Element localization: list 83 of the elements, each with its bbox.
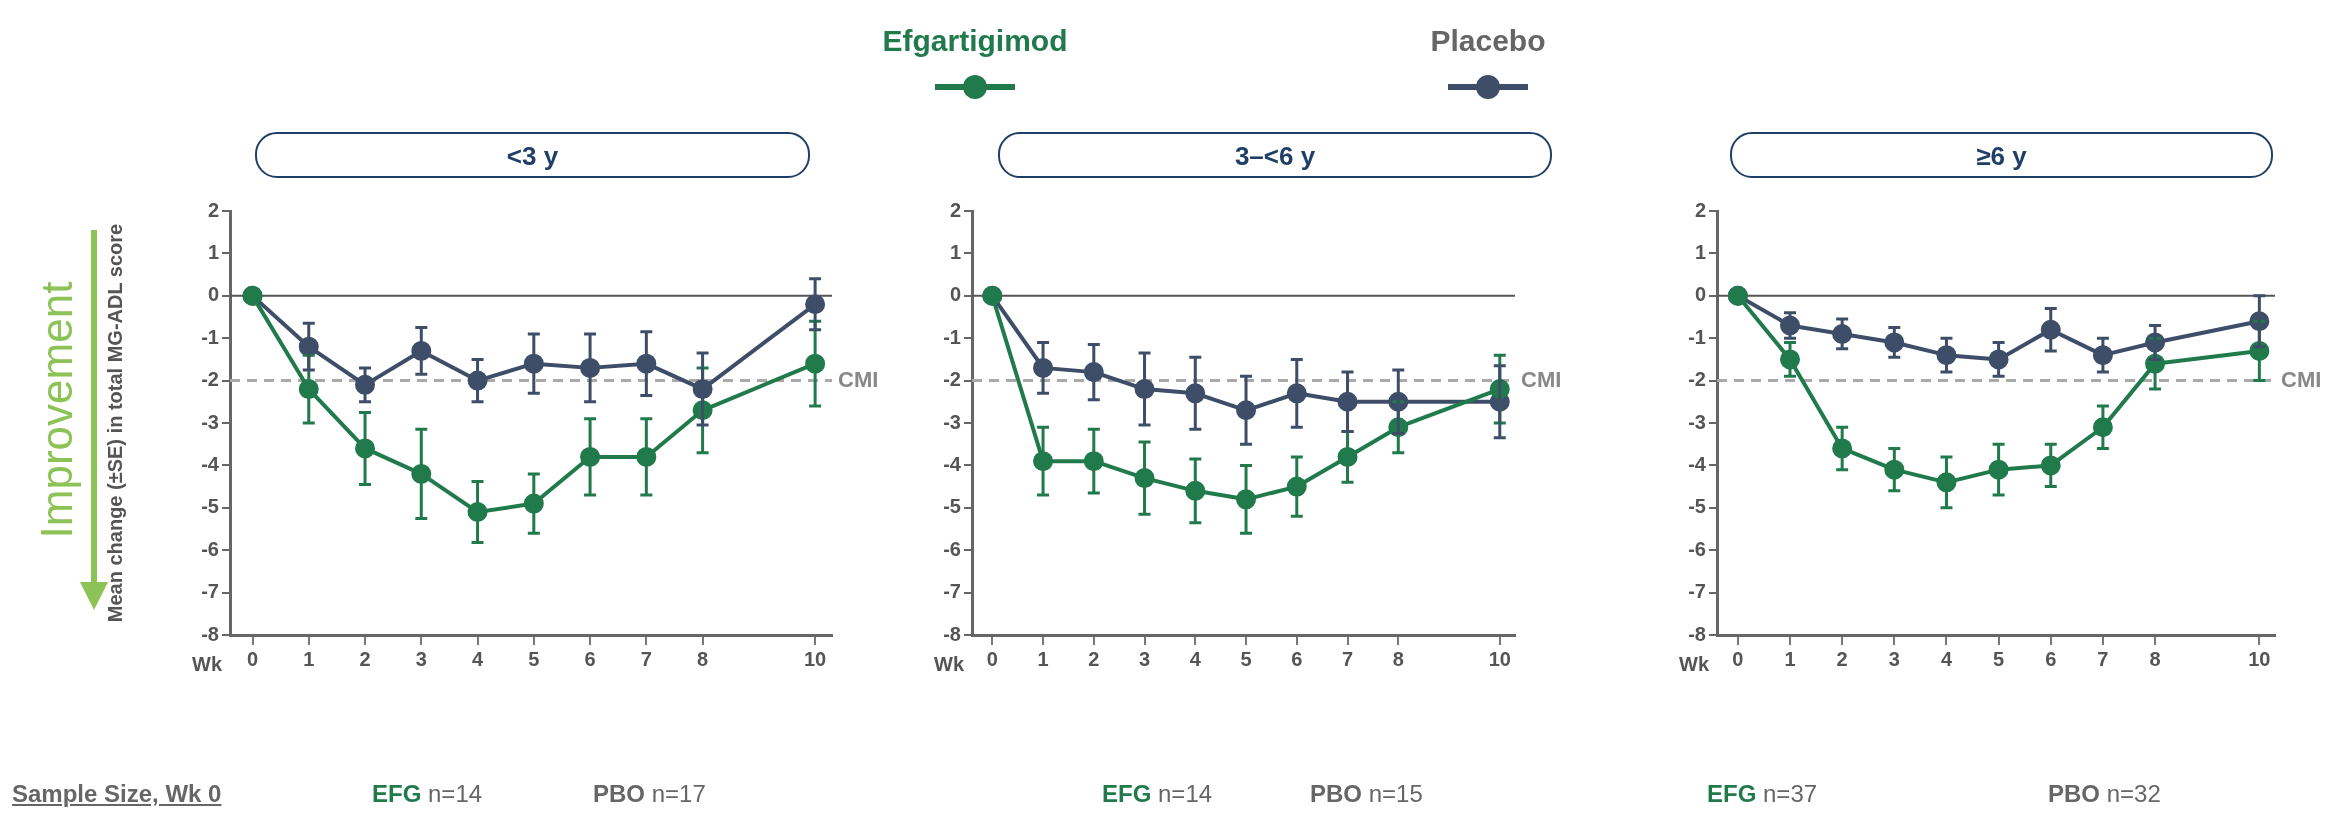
x-tick-label: 6 xyxy=(584,647,596,670)
x-axis-title: Wk xyxy=(192,652,223,675)
x-tick-label: 8 xyxy=(2149,647,2161,670)
x-tick-label: 3 xyxy=(1138,647,1151,670)
x-axis-title: Wk xyxy=(1679,652,1710,675)
y-tick-label: -2 xyxy=(1688,368,1706,391)
x-tick-label: 4 xyxy=(471,647,484,670)
text: Improvement xyxy=(32,280,82,540)
y-tick-label: 1 xyxy=(207,240,219,263)
y-axis-title: Mean change (±SE) in total MG-ADL score xyxy=(103,223,126,623)
x-tick-label: 0 xyxy=(246,647,259,670)
y-tick-label: -5 xyxy=(1688,495,1706,518)
x-tick-label: 10 xyxy=(2248,647,2271,670)
x-tick-label: 2 xyxy=(359,647,371,670)
x-tick-label: 10 xyxy=(804,647,827,670)
text: EFG n=14 xyxy=(372,780,483,808)
y-tick-label: -5 xyxy=(201,495,219,518)
x-tick-label: 7 xyxy=(2097,647,2109,670)
text: PBO n=32 xyxy=(2048,780,2161,808)
text: PBO n=17 xyxy=(593,780,706,808)
y-tick-label: -2 xyxy=(201,368,219,391)
x-tick-label: 2 xyxy=(1088,647,1100,670)
y-tick-label: 0 xyxy=(1694,283,1706,306)
x-tick-label: 0 xyxy=(986,647,998,670)
y-tick-label: -3 xyxy=(201,410,219,433)
y-tick-label: 2 xyxy=(949,198,961,221)
chart-title: ≥6 y xyxy=(1730,132,2273,178)
y-tick-label: -7 xyxy=(943,580,961,603)
x-tick-label: 7 xyxy=(640,647,652,670)
x-tick-label: 3 xyxy=(1888,647,1900,670)
text: Placebo xyxy=(1429,24,1547,59)
x-tick-label: 4 xyxy=(1189,647,1202,670)
x-tick-label: 8 xyxy=(1392,647,1404,670)
y-tick-label: -6 xyxy=(201,537,219,560)
y-tick-label: -4 xyxy=(1688,452,1707,475)
y-tick-label: -4 xyxy=(943,452,962,475)
y-tick-label: -5 xyxy=(943,495,961,518)
y-tick-label: 0 xyxy=(949,283,961,306)
y-tick-label: -6 xyxy=(943,537,961,560)
x-tick-label: 5 xyxy=(1240,647,1252,670)
ref-line-label: CMI xyxy=(1521,366,1562,392)
y-tick-label: -3 xyxy=(1688,410,1706,433)
y-tick-label: 2 xyxy=(1694,198,1706,221)
x-tick-label: 5 xyxy=(1993,647,2005,670)
y-tick-label: -8 xyxy=(943,622,961,645)
text: Sample Size, Wk 0 xyxy=(12,780,222,808)
y-tick-label: 2 xyxy=(207,198,219,221)
x-tick-label: 7 xyxy=(1341,647,1354,670)
y-tick-label: -1 xyxy=(1688,325,1706,348)
x-tick-label: 4 xyxy=(1940,647,1953,670)
y-tick-label: -1 xyxy=(943,325,961,348)
ref-line-label: CMI xyxy=(838,366,879,392)
x-tick-label: 1 xyxy=(1784,647,1796,670)
x-tick-label: 6 xyxy=(2045,647,2057,670)
text: Efgartigimod xyxy=(881,24,1069,59)
chart-title: 3–<6 y xyxy=(998,132,1552,178)
x-tick-label: 1 xyxy=(303,647,315,670)
ref-line-label: CMI xyxy=(2281,366,2322,392)
y-tick-label: -7 xyxy=(1688,580,1706,603)
y-tick-label: -6 xyxy=(1688,537,1706,560)
y-tick-label: -3 xyxy=(943,410,961,433)
chart-title: <3 y xyxy=(255,132,810,178)
x-tick-label: 6 xyxy=(1291,647,1303,670)
y-tick-label: -8 xyxy=(1688,622,1706,645)
y-tick-label: -7 xyxy=(201,580,219,603)
x-tick-label: 8 xyxy=(697,647,709,670)
y-tick-label: 1 xyxy=(1694,240,1706,263)
y-tick-label: -4 xyxy=(201,452,220,475)
text: EFG n=14 xyxy=(1102,780,1213,808)
x-tick-label: 10 xyxy=(1488,647,1511,670)
text: EFG n=37 xyxy=(1707,780,1818,808)
y-tick-label: 1 xyxy=(949,240,961,263)
y-tick-label: 0 xyxy=(207,283,219,306)
x-tick-label: 5 xyxy=(528,647,540,670)
x-axis-title: Wk xyxy=(934,652,965,675)
y-tick-label: -2 xyxy=(943,368,961,391)
x-tick-label: 3 xyxy=(415,647,427,670)
text: PBO n=15 xyxy=(1310,780,1423,808)
x-tick-label: 2 xyxy=(1836,647,1848,670)
y-tick-label: -1 xyxy=(201,325,219,348)
y-tick-label: -8 xyxy=(201,622,219,645)
x-tick-label: 1 xyxy=(1037,647,1049,670)
x-tick-label: 0 xyxy=(1732,647,1744,670)
